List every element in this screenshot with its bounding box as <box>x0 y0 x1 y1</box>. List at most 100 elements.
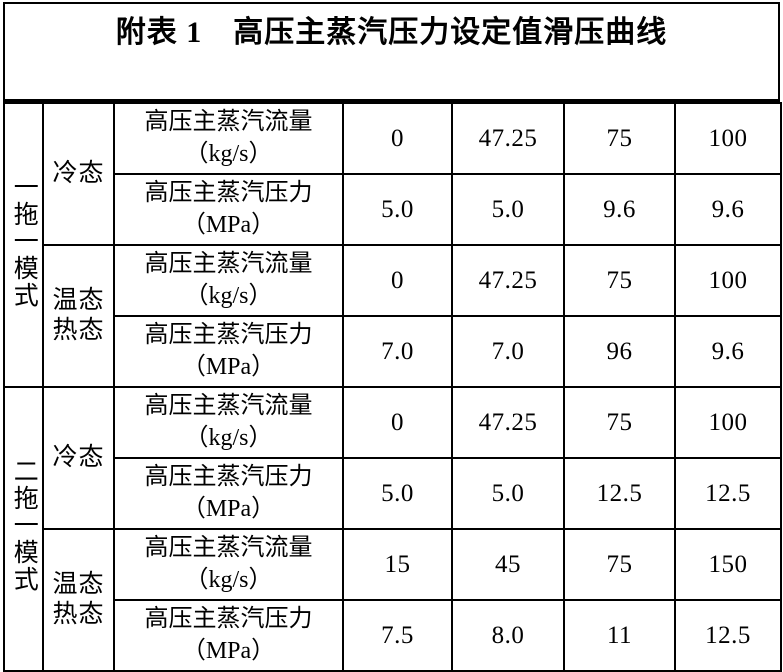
value-cell: 9.6 <box>563 173 676 246</box>
parameter-label: 高压主蒸汽流量 （kg/s） <box>115 531 342 597</box>
parameter-cell: 高压主蒸汽压力 （MPa） <box>113 599 344 672</box>
value-text: 0 <box>391 266 404 294</box>
state-label: 冷态 <box>44 443 113 474</box>
parameter-label-line: 高压主蒸汽压力 <box>144 464 313 491</box>
value-cell: 9.6 <box>674 173 782 246</box>
state-label-line: 冷态 <box>52 159 105 187</box>
parameter-cell: 高压主蒸汽流量 （kg/s） <box>113 386 344 459</box>
value-cell: 15 <box>342 528 453 601</box>
parameter-label-line: （kg/s） <box>184 282 273 309</box>
parameter-label: 高压主蒸汽流量 （kg/s） <box>115 247 342 313</box>
table-row: 高压主蒸汽压力 （MPa） 5.0 5.0 12.5 12.5 <box>4 457 782 530</box>
page-title: 附表 1 高压主蒸汽压力设定值滑压曲线 <box>115 16 668 49</box>
parameter-label-line: （MPa） <box>181 495 276 522</box>
value-text: 150 <box>708 550 748 578</box>
value-text: 96 <box>606 337 633 365</box>
state-cell: 温态 热态 <box>42 528 115 672</box>
parameter-label-line: 高压主蒸汽流量 <box>144 109 313 136</box>
value-cell: 45 <box>451 528 565 601</box>
table-row: 温态热态 高压主蒸汽流量 （kg/s） 0 47.25 75 100 <box>4 244 782 388</box>
value-cell: 5.0 <box>342 173 453 246</box>
value-cell: 7.0 <box>342 315 453 388</box>
value-cell: 12.5 <box>674 457 782 530</box>
state-cell: 冷态 <box>42 102 115 246</box>
value-cell: 150 <box>674 528 782 601</box>
value-cell: 47.25 <box>451 244 565 317</box>
state-label-line: 热态 <box>52 601 105 628</box>
value-cell: 12.5 <box>563 457 676 530</box>
value-text: 11 <box>606 621 633 649</box>
state-label-line: 冷态 <box>52 443 105 471</box>
parameter-cell: 高压主蒸汽流量 （kg/s） <box>113 102 344 175</box>
state-label: 温态 热态 <box>44 570 113 631</box>
value-text: 47.25 <box>478 124 538 152</box>
value-cell: 75 <box>563 244 676 317</box>
value-cell: 75 <box>563 102 676 175</box>
state-label: 冷态 <box>44 159 113 190</box>
value-text: 100 <box>708 266 748 294</box>
value-text: 75 <box>606 408 633 436</box>
value-text: 9.6 <box>711 337 745 365</box>
value-cell: 75 <box>563 528 676 601</box>
value-cell: 5.0 <box>451 173 565 246</box>
state-label-line: 温态 <box>52 286 105 314</box>
parameter-label: 高压主蒸汽压力 （MPa） <box>115 176 342 242</box>
value-text: 12.5 <box>596 479 643 507</box>
value-text: 5.0 <box>381 195 414 223</box>
value-cell: 0 <box>342 102 453 175</box>
parameter-label-line: 高压主蒸汽流量 <box>144 535 313 562</box>
value-text: 75 <box>606 266 633 294</box>
value-text: 12.5 <box>705 479 751 507</box>
table-row: 温态热态 高压主蒸汽流量 （kg/s） 15 45 75 150 <box>4 528 782 672</box>
parameter-label: 高压主蒸汽流量 （kg/s） <box>115 105 342 171</box>
value-cell: 8.0 <box>451 599 565 672</box>
parameter-cell: 高压主蒸汽流量 （kg/s） <box>113 528 344 601</box>
value-text: 15 <box>384 550 411 578</box>
value-text: 0 <box>391 408 404 436</box>
value-text: 75 <box>606 550 633 578</box>
parameter-label-line: （MPa） <box>181 353 276 380</box>
parameter-label: 高压主蒸汽压力 （MPa） <box>115 318 342 384</box>
value-text: 9.6 <box>711 195 745 223</box>
value-text: 7.5 <box>381 621 414 649</box>
state-label-line: 温态 <box>52 570 105 598</box>
parameter-label-line: 高压主蒸汽压力 <box>144 322 313 349</box>
mode-label: 一拖一模式 <box>10 173 38 309</box>
value-cell: 47.25 <box>451 102 565 175</box>
table-row: 高压主蒸汽压力 （MPa） 5.0 5.0 9.6 9.6 <box>4 173 782 246</box>
value-text: 47.25 <box>478 266 538 294</box>
parameter-label-line: 高压主蒸汽流量 <box>144 251 313 278</box>
parameter-label-line: （MPa） <box>181 211 276 238</box>
value-cell: 100 <box>674 386 782 459</box>
parameter-label: 高压主蒸汽压力 （MPa） <box>115 460 342 526</box>
value-text: 9.6 <box>603 195 636 223</box>
table-row: 高压主蒸汽压力 （MPa） 7.0 7.0 96 9.6 <box>4 315 782 388</box>
pressure-curve-table: 一拖一模式 冷态 高压主蒸汽流量 （kg/s） 0 47.25 75 100 高压主蒸汽压力 （M… <box>3 102 782 672</box>
parameter-cell: 高压主蒸汽压力 （MPa） <box>113 457 344 530</box>
parameter-label-line: （kg/s） <box>184 140 273 167</box>
table-row: 一拖一模式 冷态 高压主蒸汽流量 （kg/s） 0 47.25 75 100 <box>3 102 782 388</box>
mode-cell: 二拖一模式 <box>3 386 44 672</box>
value-text: 100 <box>708 124 748 152</box>
parameter-label-line: （kg/s） <box>184 424 273 451</box>
value-text: 12.5 <box>705 621 751 649</box>
parameter-label-line: （kg/s） <box>184 566 273 593</box>
value-cell: 11 <box>563 599 676 672</box>
value-text: 45 <box>495 550 521 578</box>
parameter-label-line: 高压主蒸汽压力 <box>144 180 313 207</box>
value-text: 75 <box>606 124 633 152</box>
value-cell: 75 <box>563 386 676 459</box>
table-row: 二拖一模式 冷态 高压主蒸汽流量 （kg/s） 0 47.25 75 100 <box>3 386 782 672</box>
parameter-label: 高压主蒸汽流量 （kg/s） <box>115 389 342 455</box>
parameter-label-line: 高压主蒸汽流量 <box>144 393 313 420</box>
state-label: 温态 热态 <box>44 286 113 347</box>
value-cell: 9.6 <box>674 315 782 388</box>
value-text: 8.0 <box>491 621 525 649</box>
parameter-cell: 高压主蒸汽流量 （kg/s） <box>113 244 344 317</box>
value-cell: 7.0 <box>451 315 565 388</box>
state-label-line: 热态 <box>52 317 105 344</box>
value-text: 100 <box>708 408 748 436</box>
value-cell: 47.25 <box>451 386 565 459</box>
value-text: 5.0 <box>381 479 414 507</box>
